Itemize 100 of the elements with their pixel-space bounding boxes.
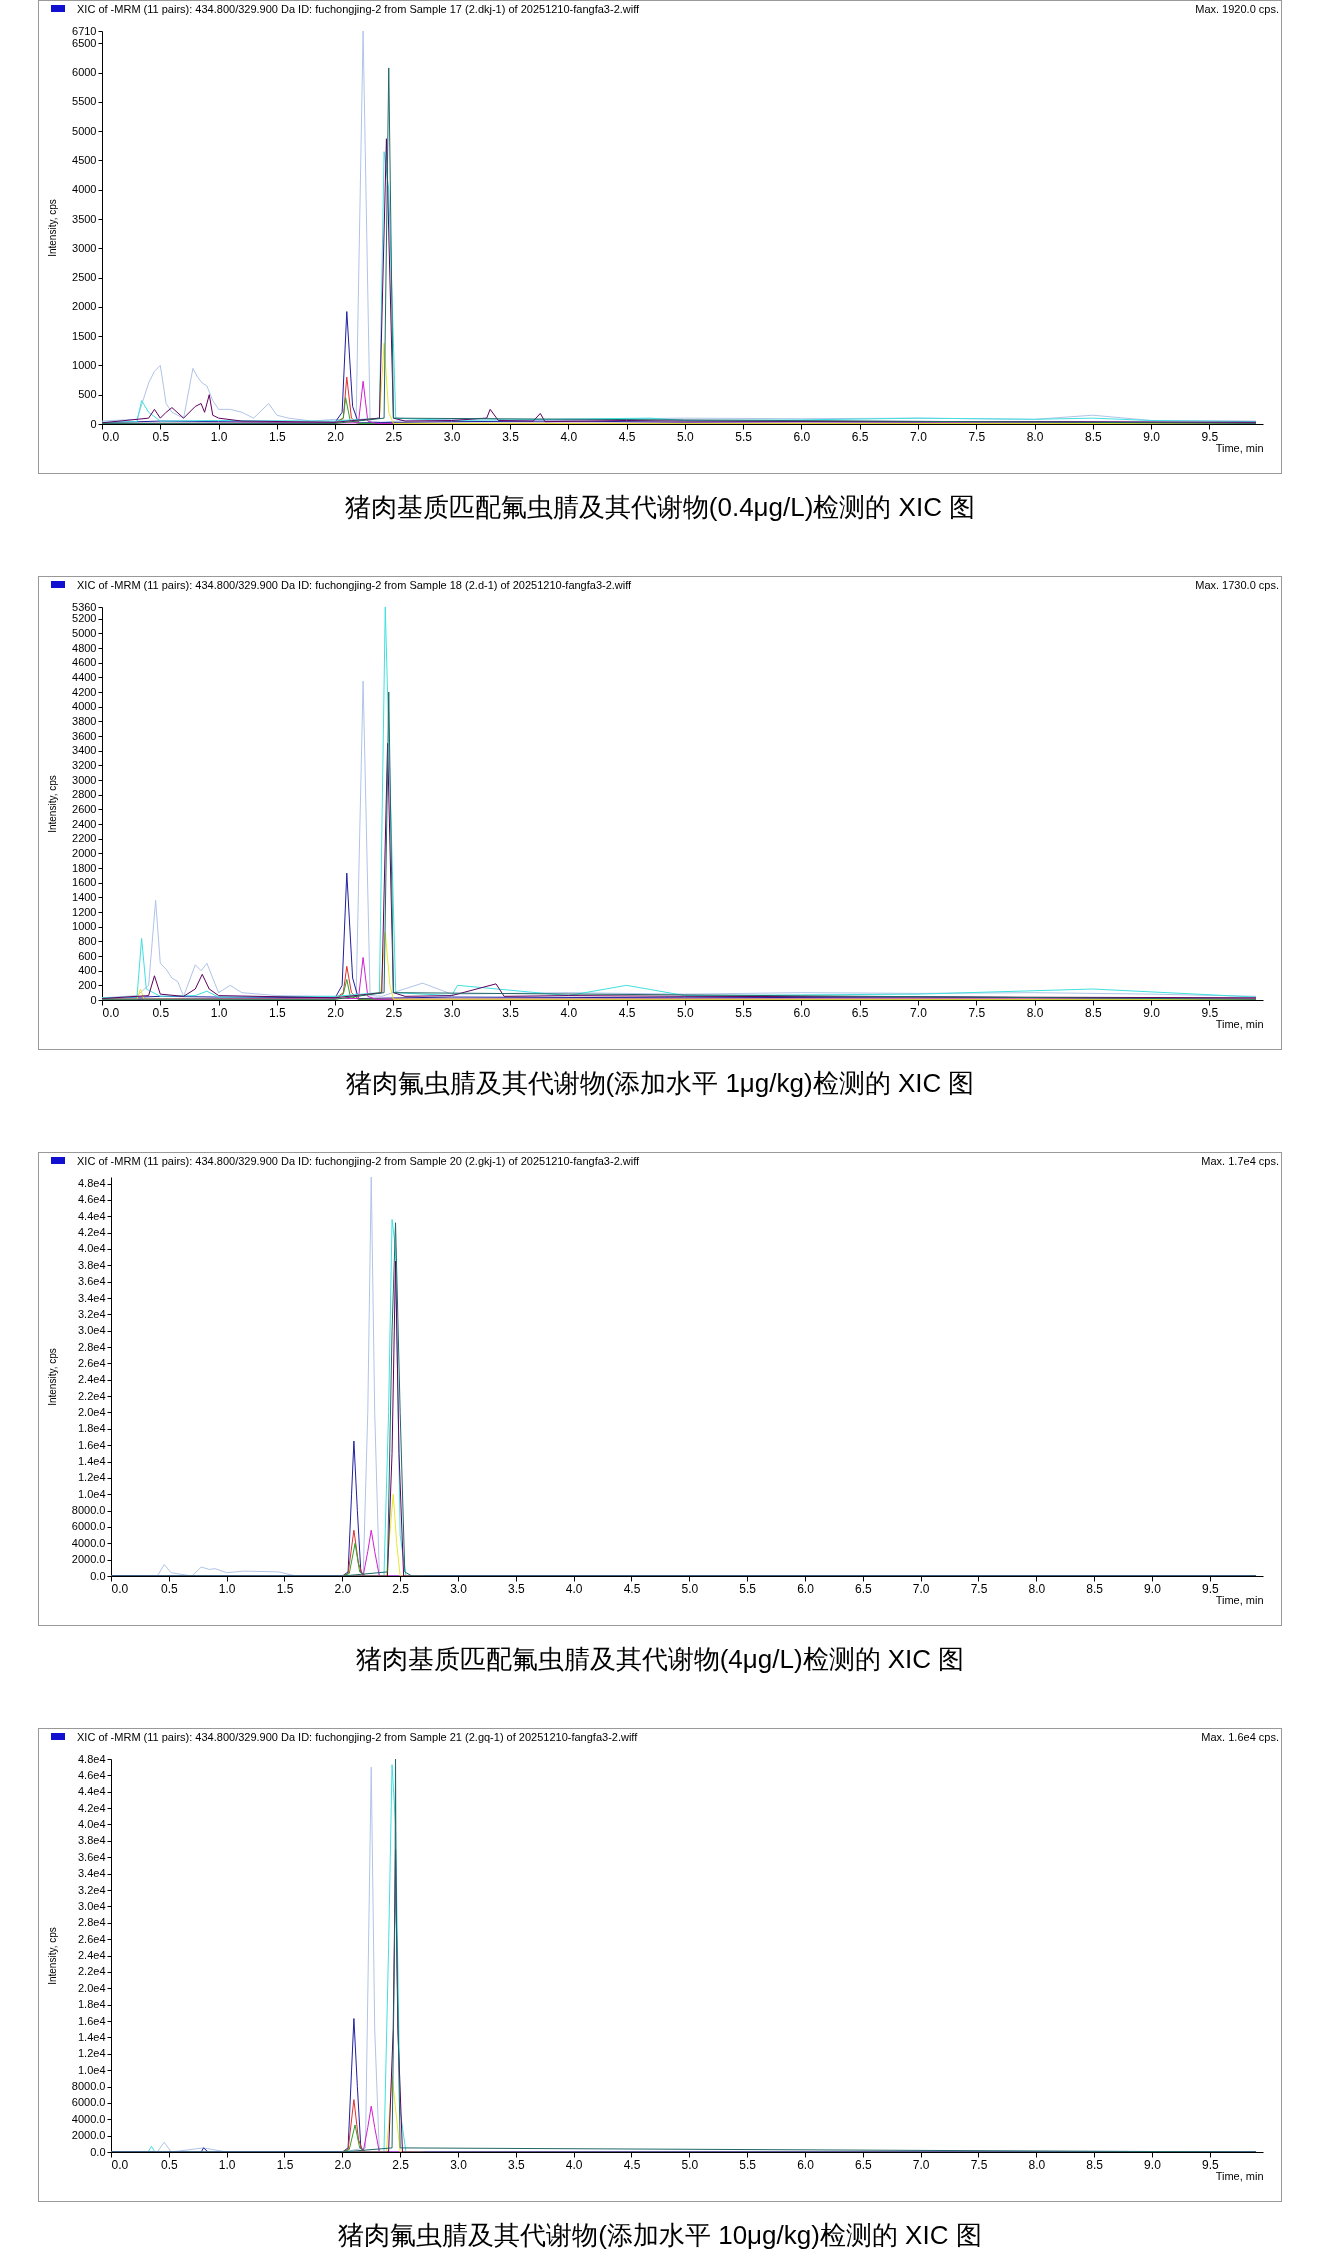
y-tick-label: 6000.0 xyxy=(71,1520,106,1533)
y-tick-label: 1200 xyxy=(72,905,97,918)
y-tick-label: 2500 xyxy=(72,271,97,284)
y-tick-label: 1800 xyxy=(72,861,97,874)
y-tick-label: 1.8e4 xyxy=(77,1998,106,2011)
y-tick-label: 4400 xyxy=(72,670,97,683)
y-tick-label: 2800 xyxy=(72,788,97,801)
y-tick-label: 3.6e4 xyxy=(77,1275,106,1288)
x-tick-label: 9.0 xyxy=(1144,1581,1162,1596)
x-tick-label: 6.5 xyxy=(854,2157,872,2172)
y-tick-label: 1400 xyxy=(72,890,97,903)
y-tick-label: 0 xyxy=(90,993,97,1006)
y-tick-label: 1.0e4 xyxy=(77,1487,106,1500)
y-tick-label: 2.2e4 xyxy=(77,1389,106,1402)
y-tick-label: 4800 xyxy=(72,641,97,654)
y-axis-title: Intensity, cps xyxy=(46,1927,58,1985)
y-tick-label: 4.6e4 xyxy=(77,1768,106,1781)
x-tick-label: 6.0 xyxy=(793,1005,811,1020)
y-tick-label: 1.4e4 xyxy=(77,1455,106,1468)
y-tick-label: 200 xyxy=(78,978,97,991)
x-tick-label: 3.5 xyxy=(502,1005,520,1020)
y-axis-title: Intensity, cps xyxy=(47,199,59,257)
x-tick-label: 7.0 xyxy=(910,429,928,444)
x-tick-label: 6.0 xyxy=(797,2157,815,2172)
x-tick-label: 3.0 xyxy=(450,2157,468,2172)
x-tick-label: 7.0 xyxy=(912,2157,930,2172)
x-tick-label: 3.5 xyxy=(502,429,520,444)
x-tick-label: 9.5 xyxy=(1201,2157,1219,2172)
x-tick-label: 2.5 xyxy=(392,2157,410,2172)
y-tick-label: 4.4e4 xyxy=(77,1785,106,1798)
x-axis-title: Time, min xyxy=(1215,441,1264,454)
y-tick-label: 4.8e4 xyxy=(77,1752,106,1765)
y-tick-label: 2.6e4 xyxy=(77,1932,106,1945)
x-tick-label: 2.0 xyxy=(334,1581,352,1596)
text: Max. 1730.0 cps. xyxy=(1195,578,1279,593)
x-tick-label: 7.5 xyxy=(968,429,986,444)
y-tick-label: 2200 xyxy=(72,832,97,845)
x-tick-label: 2.0 xyxy=(334,2157,352,2172)
y-tick-label: 2.8e4 xyxy=(77,1916,106,1929)
x-tick-label: 8.5 xyxy=(1084,429,1102,444)
chart-title: XIC of -MRM (11 pairs): 434.800/329.900 Da ID: fuchongjing-2 from Sample 17 (2.dkj-1) of 20251210-fangfa3-2.wiff xyxy=(77,2,640,17)
y-tick-label: 3400 xyxy=(72,744,97,757)
y-tick-label: 4.8e4 xyxy=(77,1177,106,1190)
y-tick-label: 4.4e4 xyxy=(77,1209,106,1222)
x-tick-label: 7.0 xyxy=(910,1005,928,1020)
y-tick-label: 4.0e4 xyxy=(77,1242,106,1255)
x-tick-label: 3.0 xyxy=(450,1581,468,1596)
y-tick-label: 5000 xyxy=(72,124,97,137)
y-tick-label: 3.0e4 xyxy=(77,1324,106,1337)
text: 猪肉氟虫腈及其代谢物(添加水平 1μg/kg)检测的 XIC 图 xyxy=(344,1067,976,1100)
x-tick-label: 6.0 xyxy=(797,1581,815,1596)
x-tick-label: 1.0 xyxy=(210,1005,228,1020)
x-tick-label: 5.0 xyxy=(676,429,694,444)
y-tick-label: 4200 xyxy=(72,685,97,698)
y-tick-label: 3.8e4 xyxy=(77,1834,106,1847)
x-tick-label: 0.5 xyxy=(152,429,170,444)
y-tick-label: 4.2e4 xyxy=(77,1801,106,1814)
y-tick-label: 2000 xyxy=(72,846,97,859)
y-tick-label: 4000 xyxy=(72,183,97,196)
x-tick-label: 4.0 xyxy=(565,1581,583,1596)
x-tick-label: 2.0 xyxy=(327,429,345,444)
x-tick-label: 5.5 xyxy=(735,429,753,444)
x-tick-label: 3.5 xyxy=(507,2157,525,2172)
text: 猪肉基质匹配氟虫腈及其代谢物(4μg/L)检测的 XIC 图 xyxy=(354,1643,966,1676)
x-tick-label: 0.0 xyxy=(102,1005,120,1020)
x-tick-label: 2.5 xyxy=(385,1005,403,1020)
y-tick-label: 4600 xyxy=(72,656,97,669)
y-tick-label: 0.0 xyxy=(90,2145,106,2158)
text: 猪肉基质匹配氟虫腈及其代谢物(0.4μg/L)检测的 XIC 图 xyxy=(343,491,977,524)
y-tick-label: 1.0e4 xyxy=(77,2063,106,2076)
y-tick-label: 1500 xyxy=(72,329,97,342)
x-tick-label: 4.5 xyxy=(623,1581,641,1596)
x-tick-label: 9.5 xyxy=(1201,429,1219,444)
y-tick-label: 1600 xyxy=(72,876,97,889)
y-axis-title: Intensity, cps xyxy=(47,775,59,833)
y-tick-label: 1.2e4 xyxy=(77,2047,106,2060)
x-tick-label: 4.0 xyxy=(565,2157,583,2172)
x-tick-label: 9.5 xyxy=(1201,1005,1219,1020)
y-tick-label: 600 xyxy=(78,949,97,962)
y-tick-label: 4.2e4 xyxy=(77,1226,106,1239)
x-tick-label: 5.5 xyxy=(739,2157,757,2172)
x-tick-label: 3.0 xyxy=(443,429,461,444)
x-tick-label: 1.5 xyxy=(269,1005,287,1020)
y-tick-label: 4.6e4 xyxy=(77,1193,106,1206)
y-tick-label: 2000.0 xyxy=(71,2129,106,2142)
y-tick-label: 1000 xyxy=(72,920,97,933)
y-tick-label: 3.6e4 xyxy=(77,1850,106,1863)
x-tick-label: 1.5 xyxy=(276,2157,294,2172)
y-tick-label: 2.4e4 xyxy=(77,1373,106,1386)
y-tick-label: 8000.0 xyxy=(71,1504,106,1517)
y-tick-label: 1.4e4 xyxy=(77,2030,106,2043)
x-tick-label: 5.0 xyxy=(681,1581,699,1596)
x-tick-label: 0.5 xyxy=(152,1005,170,1020)
y-tick-label: 2600 xyxy=(72,802,97,815)
y-tick-label: 0 xyxy=(90,417,97,430)
y-tick-label: 3800 xyxy=(72,714,97,727)
text: Max. 1.6e4 cps. xyxy=(1201,1730,1279,1745)
y-axis-title: Intensity, cps xyxy=(46,1348,58,1406)
y-tick-label: 1000 xyxy=(72,358,97,371)
x-tick-label: 2.5 xyxy=(385,429,403,444)
